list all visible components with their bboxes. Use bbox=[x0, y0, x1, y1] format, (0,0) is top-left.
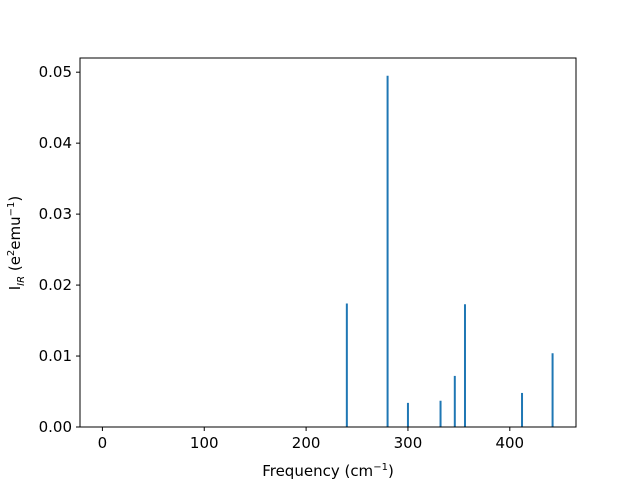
x-tick-label: 200 bbox=[292, 434, 321, 452]
y-tick-label: 0.03 bbox=[39, 205, 72, 223]
x-tick-label: 0 bbox=[98, 434, 108, 452]
y-axis-title: IIR (e2emu−1) bbox=[6, 196, 27, 291]
x-tick-label: 100 bbox=[190, 434, 219, 452]
y-tick-label: 0.02 bbox=[39, 276, 72, 294]
y-tick-label: 0.04 bbox=[39, 134, 72, 152]
x-tick-label: 400 bbox=[495, 434, 524, 452]
x-axis-title: Frequency (cm−1) bbox=[262, 462, 394, 480]
x-tick-label: 300 bbox=[394, 434, 423, 452]
y-axis-ticks: 0.00 0.01 0.02 0.03 0.04 0.05 bbox=[39, 63, 80, 436]
y-tick-label: 0.01 bbox=[39, 347, 72, 365]
x-axis-ticks: 0 100 200 300 400 bbox=[98, 427, 524, 452]
plot-frame bbox=[79, 57, 577, 428]
spectrum-lines bbox=[345, 75, 554, 427]
y-tick-label: 0.05 bbox=[39, 63, 72, 81]
y-tick-label: 0.00 bbox=[39, 418, 72, 436]
